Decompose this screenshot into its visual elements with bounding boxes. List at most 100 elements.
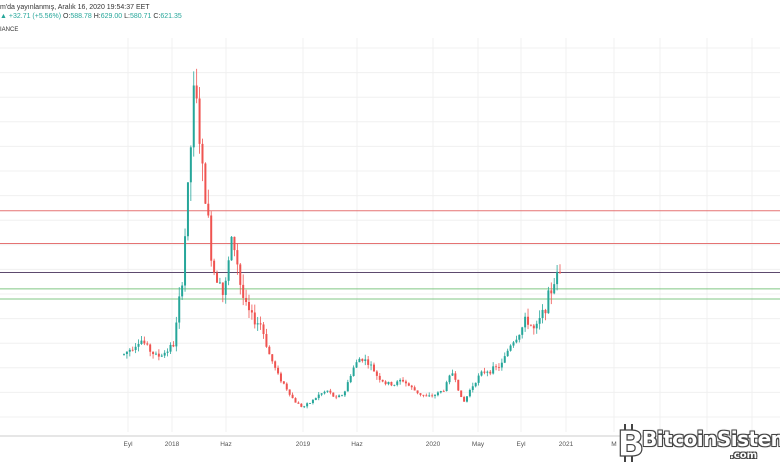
candle-body <box>300 403 303 407</box>
candle-body <box>346 382 349 392</box>
candle-body <box>492 366 495 374</box>
candle-body <box>521 327 524 335</box>
candle-body <box>367 359 370 365</box>
published-text: m'da yayınlanmış, Aralık 16, 2020 19:54:… <box>0 4 150 11</box>
candle-body <box>297 402 300 404</box>
candle-body <box>343 391 346 396</box>
candle-body <box>186 182 189 237</box>
candle-body <box>349 375 352 383</box>
candle-body <box>448 375 451 383</box>
candle-body <box>335 396 338 398</box>
candle-body <box>224 280 227 295</box>
candle-body <box>410 385 413 388</box>
candle-body <box>311 399 314 404</box>
candle-body <box>154 353 157 355</box>
candle-body <box>474 382 477 387</box>
candle-body <box>341 395 343 397</box>
candle-body <box>559 271 561 273</box>
candle-body <box>556 271 559 285</box>
bitcoinsistemi-logo: B BitcoinSistemi .com <box>612 422 780 466</box>
candle-body <box>285 383 288 390</box>
candle-body <box>172 344 175 347</box>
x-tick-label: Eyl <box>123 441 133 448</box>
candle-body <box>184 236 187 286</box>
candle-body <box>381 379 384 382</box>
candle-body <box>550 290 553 294</box>
candle-body <box>495 366 498 368</box>
candle-body <box>152 351 155 355</box>
x-tick-label: Haz <box>220 441 232 448</box>
candle-body <box>163 352 166 356</box>
candle-body <box>326 390 329 392</box>
candle-body <box>364 359 367 361</box>
candle-body <box>457 379 460 391</box>
candle-body <box>503 356 506 363</box>
candle-body <box>189 147 192 183</box>
candle-body <box>242 284 245 298</box>
candle-body <box>213 260 216 273</box>
candle-body <box>393 384 396 386</box>
candle-body <box>306 403 309 407</box>
candle-body <box>512 342 515 346</box>
candle-body <box>477 375 480 383</box>
candle-body <box>419 393 422 395</box>
candle-body <box>233 236 236 251</box>
candlesticks <box>123 68 561 409</box>
candle-body <box>372 364 375 372</box>
candle-body <box>166 351 169 353</box>
candle-body <box>181 285 184 297</box>
candle-body <box>547 290 550 314</box>
ohlc-readout: ▲ +32.71 (+5.56%) O:588.78 H:629.00 L:58… <box>0 13 182 20</box>
candle-body <box>175 322 178 347</box>
candle-body <box>436 392 439 396</box>
candle-body <box>277 367 280 374</box>
candle-body <box>218 282 221 284</box>
candle-body <box>204 163 207 204</box>
candle-body <box>131 349 134 351</box>
low-value: 580.71 <box>129 13 152 20</box>
candle-body <box>529 324 532 326</box>
candle-body <box>332 392 335 397</box>
x-tick-label: Eyl <box>516 441 526 448</box>
candle-body <box>128 349 131 352</box>
candle-body <box>407 383 410 386</box>
candle-body <box>378 375 381 380</box>
bitcoin-b-icon: B <box>616 423 644 464</box>
candle-body <box>227 260 230 281</box>
candle-body <box>123 353 125 355</box>
candle-body <box>192 85 195 148</box>
candle-body <box>506 350 509 357</box>
candle-body <box>544 309 547 314</box>
candle-body <box>282 381 285 384</box>
candle-body <box>274 361 277 368</box>
logo-domain: .com <box>730 450 758 461</box>
candle-body <box>245 297 248 302</box>
candle-body <box>268 346 271 355</box>
candle-body <box>402 379 405 382</box>
high-label: H: <box>93 13 101 20</box>
candle-body <box>291 394 294 399</box>
candle-body <box>387 381 390 385</box>
candle-body <box>352 367 355 376</box>
candle-body <box>294 398 297 403</box>
candle-body <box>303 406 306 408</box>
svg-text:B: B <box>617 424 644 464</box>
candle-body <box>201 143 204 164</box>
candle-body <box>535 323 538 329</box>
candle-body <box>125 351 128 354</box>
candle-body <box>361 358 364 361</box>
candle-body <box>370 364 373 366</box>
candle-body <box>309 403 312 404</box>
candle-body <box>146 343 149 345</box>
candle-body <box>259 323 262 325</box>
x-tick-label: 2019 <box>296 441 311 448</box>
candle-body <box>195 85 198 99</box>
candle-body <box>497 366 500 368</box>
x-tick-label: M <box>611 441 616 448</box>
candle-body <box>532 325 535 329</box>
candle-body <box>518 334 521 340</box>
candle-body <box>468 389 471 397</box>
open-label: O: <box>62 13 71 20</box>
candle-body <box>451 373 454 376</box>
